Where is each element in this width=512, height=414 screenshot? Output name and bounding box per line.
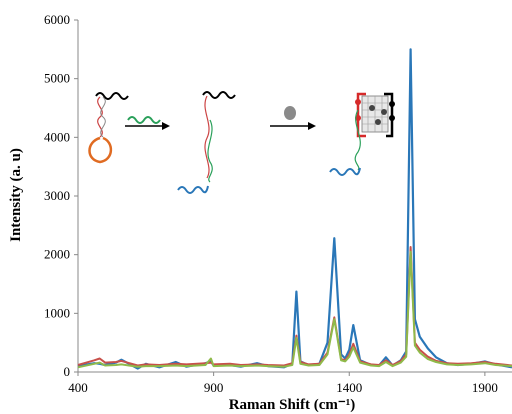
y-tick-label: 5000 xyxy=(44,71,70,86)
x-tick-label: 400 xyxy=(68,380,88,395)
y-tick-label: 6000 xyxy=(44,12,70,27)
chart-series-group xyxy=(77,48,512,370)
chart-axes: 0 1000 2000 3000 4000 5000 6000 400 900 1400 1900 xyxy=(44,12,512,395)
y-axis-title: Intensity (a. u) xyxy=(8,148,24,242)
y-tick-label: 4000 xyxy=(44,129,70,144)
y-tick-label: 3000 xyxy=(44,188,70,203)
arrow-icon xyxy=(270,122,316,130)
y-tick-label: 1000 xyxy=(44,305,70,320)
inset-schematic xyxy=(88,91,395,194)
hairpin-probe-icon xyxy=(88,92,129,164)
series-line-green xyxy=(77,250,512,369)
nanoparticle-assembly-icon xyxy=(329,92,395,176)
x-axis-title: Raman Shift (cm⁻¹) xyxy=(229,397,356,413)
y-tick-label: 0 xyxy=(64,364,71,379)
y-tick-label: 2000 xyxy=(44,247,70,262)
target-strand-icon-green xyxy=(127,116,161,124)
arrow-icon xyxy=(125,122,170,130)
series-line-blue xyxy=(77,48,512,370)
x-tick-label: 1900 xyxy=(472,380,498,395)
x-tick-label: 1400 xyxy=(336,380,362,395)
target-strand-icon xyxy=(177,91,236,194)
x-tick-label: 900 xyxy=(204,380,224,395)
nanoparticle-icon xyxy=(284,106,296,120)
